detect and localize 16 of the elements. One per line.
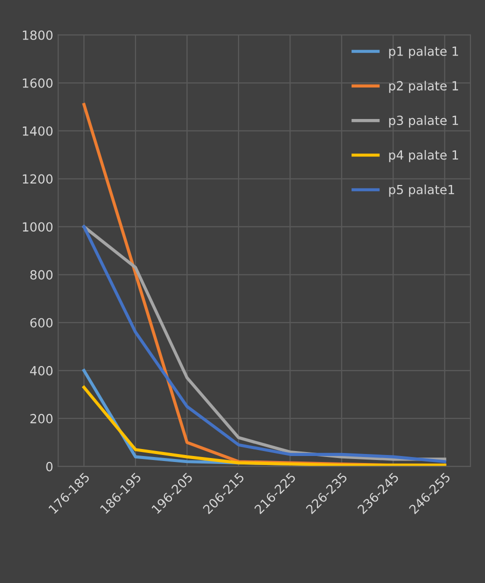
y-tick-label: 0 xyxy=(46,462,53,472)
line-series xyxy=(82,386,446,466)
legend-label: p5 palate1 xyxy=(389,184,454,197)
legend-label: p2 palate 1 xyxy=(389,80,458,93)
y-tick-label: 200 xyxy=(30,414,53,424)
y-tick-label: 800 xyxy=(30,270,53,280)
legend-label: p4 palate 1 xyxy=(389,150,458,162)
y-tick-label: 1600 xyxy=(22,78,53,88)
y-tick-label: 1000 xyxy=(22,222,53,232)
legend-label: p3 palate 1 xyxy=(389,115,458,128)
y-tick-label: 1800 xyxy=(22,30,53,40)
y-tick-label: 400 xyxy=(30,366,53,376)
y-tick-label: 600 xyxy=(30,318,53,328)
legend-label: p1 palate 1 xyxy=(389,46,458,58)
y-tick-label: 1400 xyxy=(22,126,53,136)
y-tick-label: 1200 xyxy=(22,174,53,184)
